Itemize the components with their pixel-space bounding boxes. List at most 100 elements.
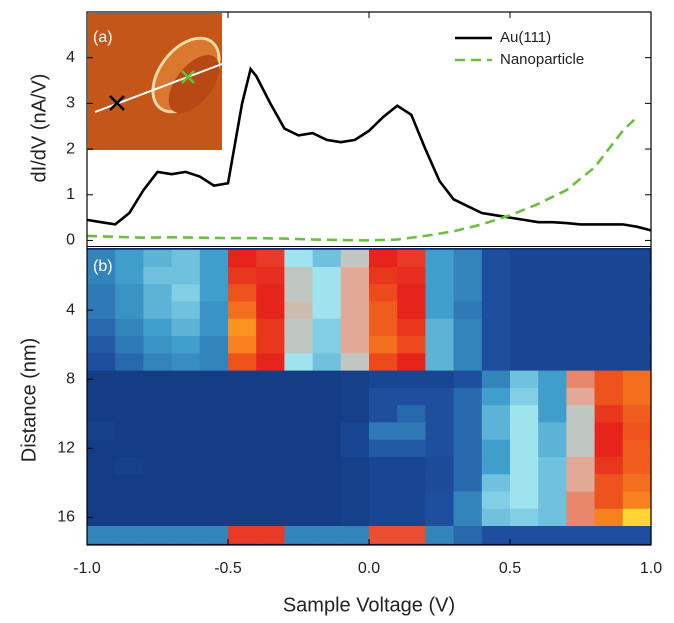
heatmap-cell xyxy=(171,422,201,441)
heatmap-cell xyxy=(510,284,539,303)
heatmap-cell xyxy=(143,526,173,544)
heatmap-cell xyxy=(143,301,173,320)
inset-marker xyxy=(181,70,195,84)
heatmap-cell xyxy=(199,456,229,475)
heatmap xyxy=(87,249,652,544)
heatmap-cell xyxy=(228,387,257,406)
heatmap-cell xyxy=(566,439,596,458)
heatmap-cell xyxy=(284,439,314,458)
heatmap-cell xyxy=(256,336,285,354)
heatmap-cell xyxy=(622,336,652,354)
heatmap-cell xyxy=(256,405,285,423)
heatmap-cell xyxy=(481,508,511,527)
heatmap-cell xyxy=(171,526,201,544)
heatmap-cell xyxy=(622,318,652,337)
heatmap-cell xyxy=(256,491,285,510)
heatmap-cell xyxy=(397,336,426,354)
heatmap-cell xyxy=(622,456,652,475)
heatmap-cell xyxy=(453,353,483,372)
heatmap-cell xyxy=(481,266,511,285)
heatmap-cell xyxy=(171,370,201,389)
heatmap-cell xyxy=(115,387,144,406)
heatmap-cell xyxy=(87,266,116,285)
heatmap-cell xyxy=(538,301,567,320)
heatmap-cell xyxy=(594,249,624,268)
heatmap-cell xyxy=(566,318,596,337)
heatmap-cell xyxy=(481,336,511,354)
heatmap-cell xyxy=(228,353,257,372)
heatmap-cell xyxy=(397,301,426,320)
heatmap-cell xyxy=(453,456,483,475)
heatmap-cell xyxy=(284,474,314,493)
heatmap-cell xyxy=(115,491,144,510)
x-axis-label: Sample Voltage (V) xyxy=(283,594,455,616)
heatmap-cell xyxy=(425,353,455,372)
heatmap-cell xyxy=(425,491,455,510)
heatmap-cell xyxy=(256,370,285,389)
heatmap-cell xyxy=(453,439,483,458)
heatmap-cell xyxy=(228,422,257,441)
data-line xyxy=(86,66,652,232)
heatmap-cell xyxy=(566,249,596,268)
heatmap-cell xyxy=(397,387,426,406)
heatmap-cell xyxy=(228,439,257,458)
heatmap-cell xyxy=(143,249,173,268)
heatmap-cell xyxy=(340,266,370,285)
heatmap-cell xyxy=(566,422,596,441)
heatmap-cell xyxy=(397,318,426,337)
heatmap-cell xyxy=(510,249,539,268)
heatmap-cell xyxy=(622,353,652,372)
heatmap-cell xyxy=(199,318,229,337)
heatmap-cell xyxy=(397,474,426,493)
heatmap-cell xyxy=(594,526,624,544)
heatmap-cell xyxy=(87,284,116,303)
heatmap-cell xyxy=(87,474,116,493)
heatmap-cell xyxy=(594,387,624,406)
y-tick-label: 1 xyxy=(66,186,75,203)
heatmap-cell xyxy=(594,318,624,337)
heatmap-cell xyxy=(538,526,567,544)
heatmap-cell xyxy=(481,249,511,268)
heatmap-cell xyxy=(397,526,426,544)
heatmap-cell xyxy=(397,508,426,527)
heatmap-cell xyxy=(453,318,483,337)
heatmap-cell xyxy=(453,474,483,493)
heatmap-cell xyxy=(312,491,342,510)
heatmap-cell xyxy=(115,266,144,285)
heatmap-cell xyxy=(340,249,370,268)
heatmap-cell xyxy=(284,456,314,475)
heatmap-cell xyxy=(115,526,144,544)
heatmap-cell xyxy=(143,474,173,493)
x-tick-label: -0.5 xyxy=(214,560,242,577)
heatmap-cell xyxy=(228,301,257,320)
heatmap-cell xyxy=(171,266,201,285)
heatmap-cell xyxy=(312,456,342,475)
heatmap-cell xyxy=(115,405,144,423)
heatmap-cell xyxy=(199,266,229,285)
heatmap-cell xyxy=(369,370,398,389)
heatmap-cell xyxy=(143,336,173,354)
heatmap-cell xyxy=(397,353,426,372)
heatmap-cell xyxy=(87,370,116,389)
heatmap-cell xyxy=(566,491,596,510)
heatmap-cell xyxy=(397,405,426,423)
heatmap-cell xyxy=(115,439,144,458)
heatmap-cell xyxy=(594,370,624,389)
heatmap-cell xyxy=(171,301,201,320)
heatmap-cell xyxy=(171,353,201,372)
heatmap-cell xyxy=(143,405,173,423)
heatmap-cell xyxy=(397,266,426,285)
heatmap-cell xyxy=(510,491,539,510)
heatmap-cell xyxy=(566,474,596,493)
heatmap-cell xyxy=(397,370,426,389)
heatmap-cell xyxy=(369,249,398,268)
heatmap-cell xyxy=(425,318,455,337)
heatmap-cell xyxy=(369,474,398,493)
heatmap-cell xyxy=(594,439,624,458)
heatmap-cell xyxy=(171,318,201,337)
heatmap-cell xyxy=(566,284,596,303)
heatmap-cell xyxy=(481,284,511,303)
heatmap-cell xyxy=(143,422,173,441)
heatmap-cell xyxy=(340,439,370,458)
